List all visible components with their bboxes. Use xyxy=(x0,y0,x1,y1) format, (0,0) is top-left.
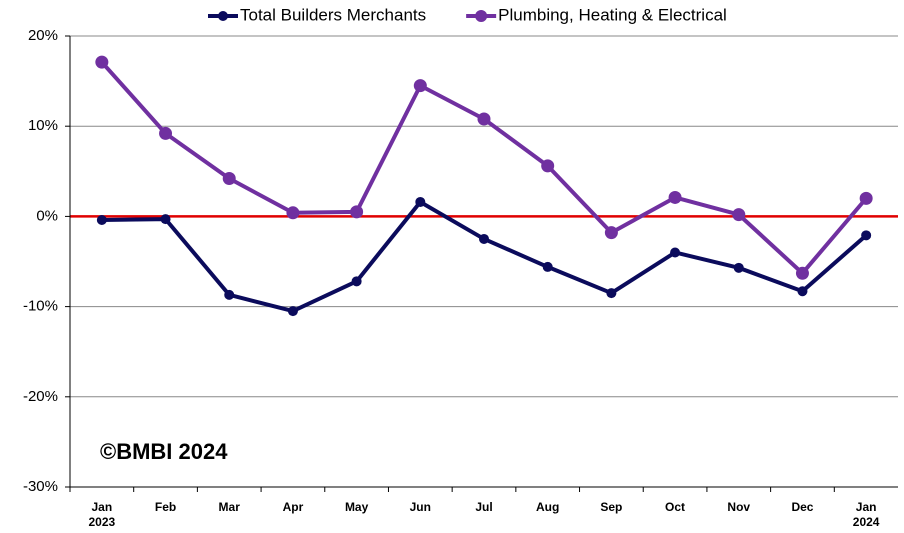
x-tick-label: Apr xyxy=(282,500,304,514)
data-point xyxy=(670,247,681,258)
annotation: ©BMBI 2024 xyxy=(100,439,228,464)
y-tick-label: -20% xyxy=(23,388,58,405)
data-point xyxy=(222,172,236,186)
x-tick-label: Oct xyxy=(665,500,686,514)
data-point xyxy=(606,288,617,299)
series-line xyxy=(101,199,868,314)
data-point xyxy=(351,276,362,287)
x-tick-label: Jan 2024 xyxy=(852,500,880,529)
data-point xyxy=(541,159,555,173)
data-point xyxy=(797,286,808,297)
data-point xyxy=(733,262,744,273)
data-point xyxy=(413,79,427,93)
y-tick-label: 10% xyxy=(28,117,58,134)
data-point xyxy=(286,206,300,220)
data-point xyxy=(287,306,298,317)
x-tick-label: May xyxy=(344,500,369,514)
y-tick-label: -30% xyxy=(23,478,58,495)
x-tick-label: Mar xyxy=(218,500,240,514)
data-point xyxy=(477,112,491,126)
data-point xyxy=(95,55,109,69)
data-point xyxy=(160,214,171,225)
data-point xyxy=(795,266,809,280)
legend-marker xyxy=(475,10,488,22)
data-point xyxy=(96,215,107,226)
x-tick-label: Aug xyxy=(536,500,560,514)
x-tick-label: Jan 2023 xyxy=(88,500,116,529)
data-point xyxy=(224,289,235,300)
data-point xyxy=(604,226,618,240)
x-tick-label: Nov xyxy=(727,500,751,514)
legend-label: Total Builders Merchants xyxy=(240,5,426,24)
data-point xyxy=(415,196,426,207)
data-point xyxy=(668,190,682,204)
data-point xyxy=(732,208,746,222)
x-tick-label: Dec xyxy=(791,500,814,514)
y-tick-label: 20% xyxy=(28,27,58,44)
legend-marker xyxy=(218,11,228,21)
data-point xyxy=(479,233,489,244)
y-tick-label: -10% xyxy=(23,298,58,315)
x-tick-label: Sep xyxy=(600,500,623,514)
data-point xyxy=(350,205,364,219)
x-tick-label: Jun xyxy=(409,500,431,514)
data-point xyxy=(861,230,872,241)
data-point xyxy=(159,126,173,140)
x-tick-label: Jul xyxy=(475,500,493,514)
y-tick-label: 0% xyxy=(36,207,58,224)
data-point xyxy=(859,191,873,205)
data-point xyxy=(542,261,553,272)
x-tick-label: Feb xyxy=(154,500,177,514)
legend-label: Plumbing, Heating & Electrical xyxy=(498,5,727,24)
